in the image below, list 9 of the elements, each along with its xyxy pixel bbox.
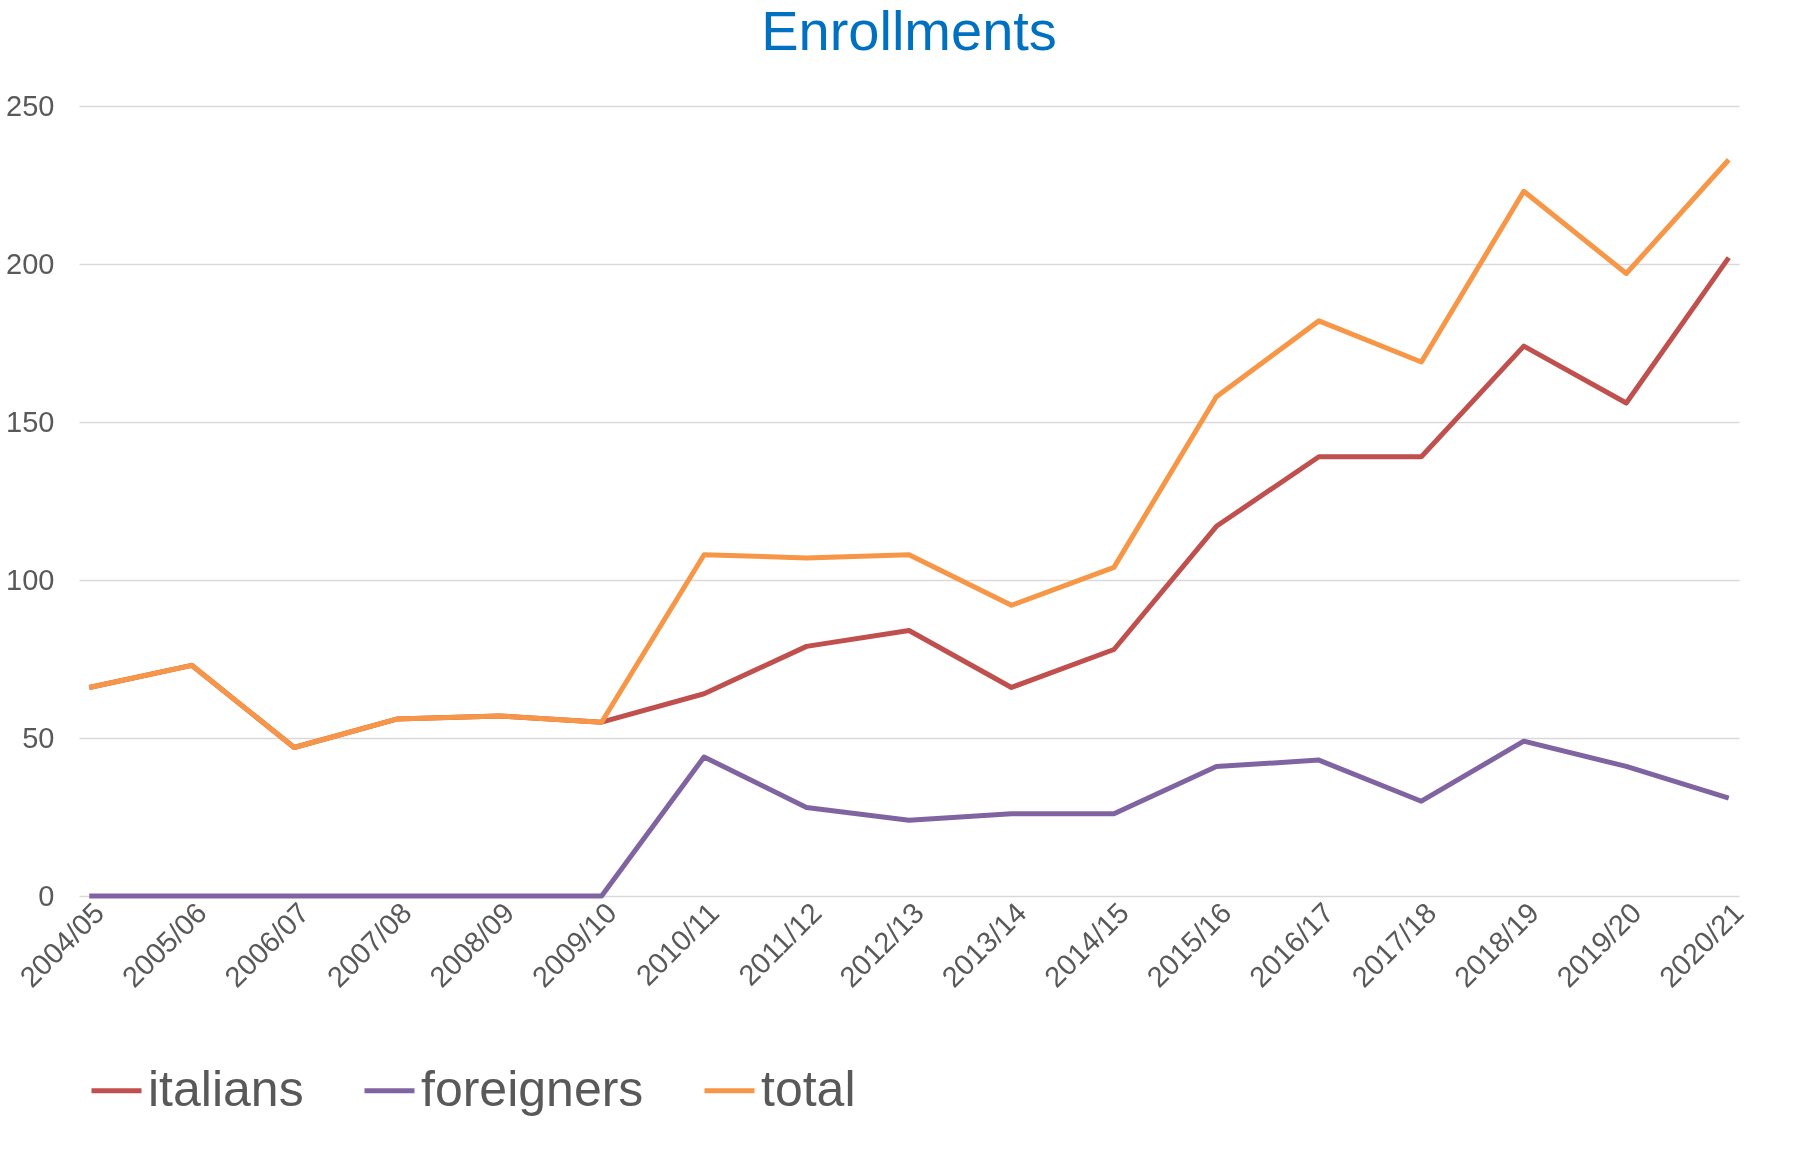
legend-label: foreigners (421, 1060, 644, 1117)
legend-label: total (761, 1060, 856, 1117)
y-tick-label: 150 (6, 405, 55, 438)
legend-label: italians (148, 1060, 304, 1117)
y-tick-label: 250 (6, 89, 55, 122)
y-tick-label: 200 (6, 247, 55, 280)
chart-title: Enrollments (761, 0, 1057, 62)
y-tick-label: 50 (22, 721, 55, 754)
y-tick-label: 100 (6, 563, 55, 596)
